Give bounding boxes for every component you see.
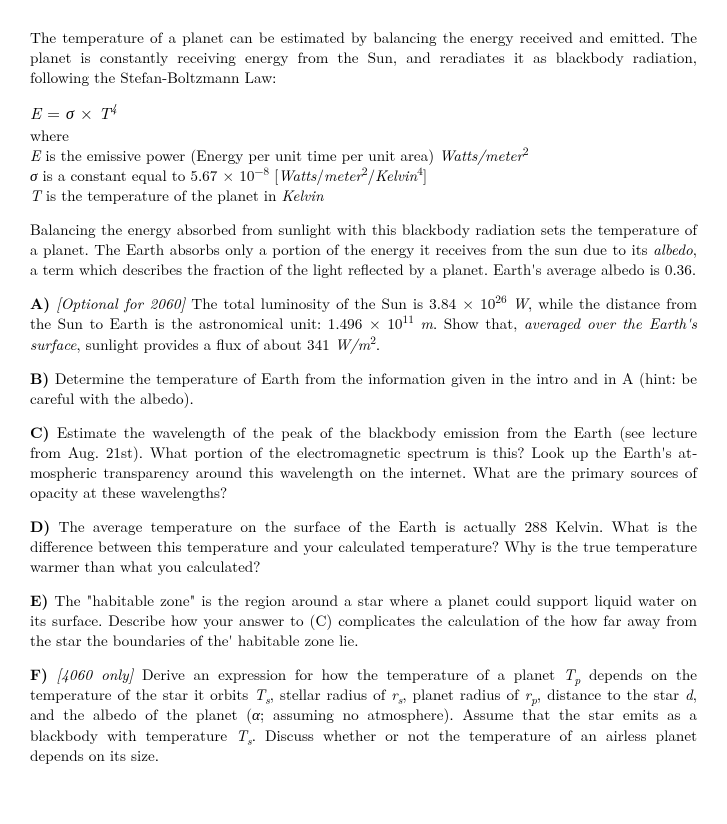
stefan-boltzmann-equation: E = σ × T4 [30,102,697,124]
def-sigma: σ is a constant equal to 5.67 × 10−8 [Wa… [30,166,697,186]
part-a: A) [Optional for 2060] The total luminos… [30,294,697,354]
where-label: where [30,126,697,146]
def-t: T is the temperature of the planet in Ke… [30,186,697,206]
intro-paragraph-2: Balancing the energy absorbed from sunli… [30,220,697,280]
part-f: F) [4060 only] Derive an expression for … [30,665,697,765]
part-c: C) Estimate the wavelength of the peak o… [30,423,697,503]
definitions-block: where E is the emissive power (Energy pe… [30,126,697,206]
part-d: D) The average temperature on the surfac… [30,517,697,577]
intro-paragraph-1: The temperature of a planet can be estim… [30,28,697,88]
part-e: E) The "habitable zone" is the region ar… [30,591,697,651]
part-b: B) Determine the temperature of Earth fr… [30,369,697,409]
